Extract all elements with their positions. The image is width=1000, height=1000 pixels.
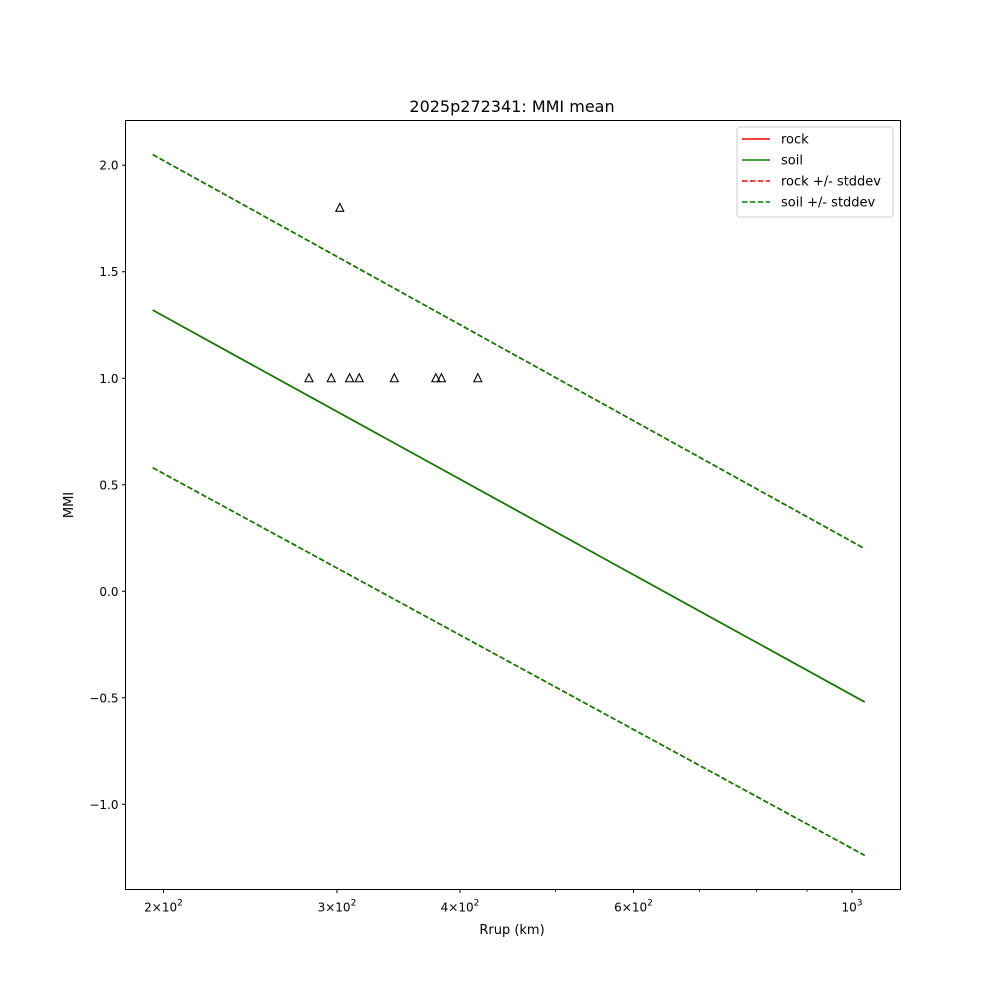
observation-marker bbox=[472, 372, 483, 383]
x-tick-label: 103 bbox=[842, 899, 863, 915]
y-tick-label: 0.0 bbox=[99, 585, 118, 599]
observation-marker bbox=[389, 372, 400, 383]
legend-box bbox=[736, 126, 894, 218]
y-tick-label: 0.5 bbox=[99, 478, 118, 492]
observation-marker bbox=[354, 372, 365, 383]
observation-marker bbox=[326, 372, 337, 383]
series-line-soil bbox=[152, 309, 866, 703]
x-tick-label: 4×102 bbox=[441, 899, 480, 915]
x-tick-label: 3×102 bbox=[318, 899, 357, 915]
series-line-soil-stddev bbox=[152, 466, 866, 857]
observation-marker bbox=[334, 202, 345, 212]
observation-marker bbox=[430, 372, 441, 383]
y-tick-label: 1.5 bbox=[99, 265, 118, 279]
y-tick-label: 1.0 bbox=[99, 372, 118, 386]
observation-marker bbox=[304, 372, 314, 383]
axes: 2×102 3×102 4×102 6×102 103 −1.0 −0.5 0.0 0.5 1.0… bbox=[89, 159, 862, 915]
chart-title: 2025p272341: MMI mean bbox=[409, 97, 614, 116]
series-line-soil-stddev bbox=[152, 153, 866, 550]
legend: rock soil rock +/- stddev soil +/- stddev bbox=[736, 126, 894, 218]
legend-label: soil +/- stddev bbox=[781, 196, 876, 211]
plot-frame bbox=[125, 120, 901, 890]
y-tick-label: −1.0 bbox=[89, 798, 118, 812]
y-axis-label: MMI bbox=[62, 492, 77, 518]
observation-marker bbox=[344, 372, 355, 383]
observation-marker bbox=[436, 372, 447, 383]
legend-label: rock +/- stddev bbox=[781, 175, 881, 190]
plot-area bbox=[152, 153, 866, 857]
x-tick-label: 6×102 bbox=[614, 899, 653, 915]
y-tick-label: 2.0 bbox=[99, 159, 118, 173]
legend-label: soil bbox=[781, 154, 803, 169]
legend-label: rock bbox=[781, 133, 809, 148]
y-tick-label: −0.5 bbox=[89, 691, 118, 705]
x-tick-label: 2×102 bbox=[144, 899, 183, 915]
x-axis-label: Rrup (km) bbox=[479, 923, 544, 938]
